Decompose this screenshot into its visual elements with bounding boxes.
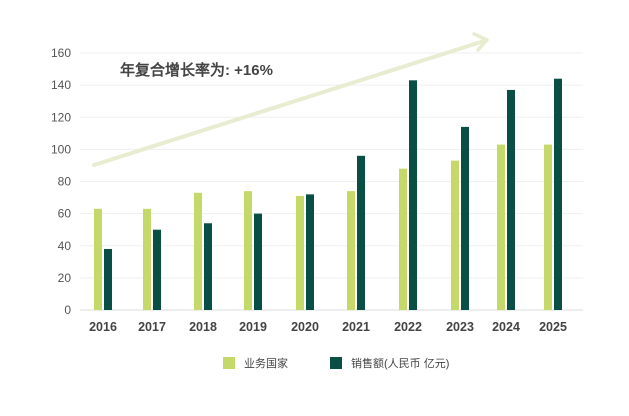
x-tick-label: 2025: [539, 320, 567, 334]
bar-sales-2023: [461, 126, 469, 310]
cagr-annotation: 年复合增长率为: +16%: [120, 61, 273, 79]
legend-swatch: [223, 357, 235, 369]
bar-countries-2018: [194, 192, 202, 310]
y-tick-label: 160: [51, 46, 71, 60]
x-tick-label: 2024: [492, 320, 520, 334]
x-axis-ticks: 2016 2017 2018 2019 2020 2021 2022 2023 2024 2025: [89, 320, 567, 334]
arrow-shaft: [92, 39, 486, 167]
bar-sales-2016: [104, 248, 112, 310]
y-tick-label: 60: [58, 207, 72, 221]
x-tick-label: 2019: [239, 320, 267, 334]
bars: [94, 78, 562, 311]
bar-sales-2018: [204, 223, 212, 310]
arrow-head: [472, 32, 489, 52]
bar-countries-2017: [143, 208, 151, 310]
bar-sales-2025: [554, 78, 562, 310]
bar-countries-2024: [497, 144, 505, 310]
bar-countries-2020: [296, 195, 304, 310]
x-tick-label: 2023: [446, 320, 474, 334]
y-tick-label: 80: [58, 175, 72, 189]
x-tick-label: 2017: [138, 320, 166, 334]
bar-sales-2021: [357, 155, 365, 310]
bar-sales-2022: [409, 80, 417, 311]
bar-countries-2016: [94, 208, 102, 310]
x-tick-label: 2020: [291, 320, 319, 334]
legend-swatch: [330, 357, 342, 369]
gridlines: [80, 52, 583, 311]
y-tick-label: 0: [64, 303, 71, 317]
y-axis-ticks: 0 20 40 60 80 100 120 140 160: [51, 46, 71, 317]
y-tick-label: 40: [58, 239, 72, 253]
bar-countries-2019: [244, 191, 252, 310]
bar-sales-2020: [306, 194, 314, 310]
bar-countries-2025: [544, 144, 552, 310]
growth-arrow: [92, 32, 489, 167]
x-tick-label: 2016: [89, 320, 117, 334]
x-tick-label: 2021: [342, 320, 370, 334]
bar-sales-2019: [254, 213, 262, 310]
legend-label: 销售额(人民币 亿元): [351, 356, 449, 370]
legend-label: 业务国家: [244, 356, 288, 370]
y-tick-label: 140: [51, 78, 71, 92]
bar-countries-2023: [451, 160, 459, 310]
y-tick-label: 20: [58, 271, 72, 285]
bar-sales-2017: [153, 229, 161, 310]
bar-sales-2024: [507, 89, 515, 310]
bar-countries-2021: [347, 191, 355, 310]
x-tick-label: 2018: [189, 320, 217, 334]
y-tick-label: 120: [51, 110, 71, 124]
legend: 业务国家 销售额(人民币 亿元): [223, 356, 449, 370]
y-tick-label: 100: [51, 142, 71, 156]
bar-countries-2022: [399, 168, 407, 310]
x-tick-label: 2022: [394, 320, 422, 334]
